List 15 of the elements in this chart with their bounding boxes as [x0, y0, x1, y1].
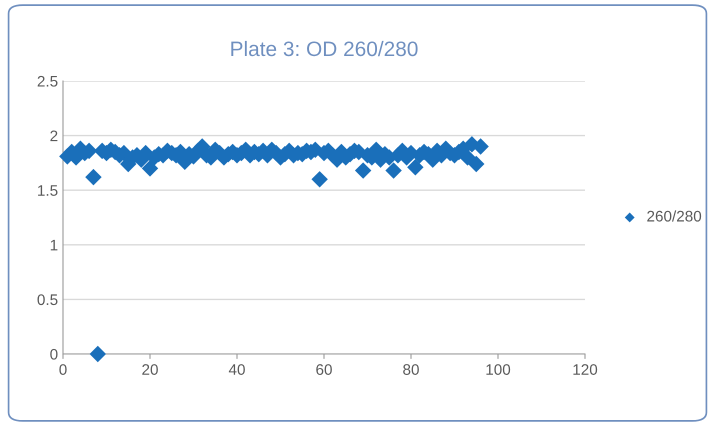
- x-tick-label: 60: [316, 364, 332, 375]
- y-tick-label: 2.5: [38, 76, 58, 87]
- x-tick-label: 0: [59, 364, 67, 375]
- x-tick-label: 100: [486, 364, 510, 375]
- chart-title: Plate 3: OD 260/280: [231, 40, 418, 56]
- x-tick-label: 120: [573, 364, 598, 375]
- x-tick-label: 40: [228, 364, 245, 375]
- x-tick-label: 20: [142, 364, 158, 375]
- y-tick-label: 1: [50, 240, 58, 250]
- legend-label: 260/280: [647, 210, 702, 222]
- y-tick-label: 0: [50, 348, 58, 360]
- y-tick-label: 0.5: [38, 294, 58, 306]
- x-tick-label: 80: [403, 364, 419, 375]
- y-tick-label: 1.5: [38, 185, 58, 196]
- y-tick-label: 2: [50, 130, 58, 142]
